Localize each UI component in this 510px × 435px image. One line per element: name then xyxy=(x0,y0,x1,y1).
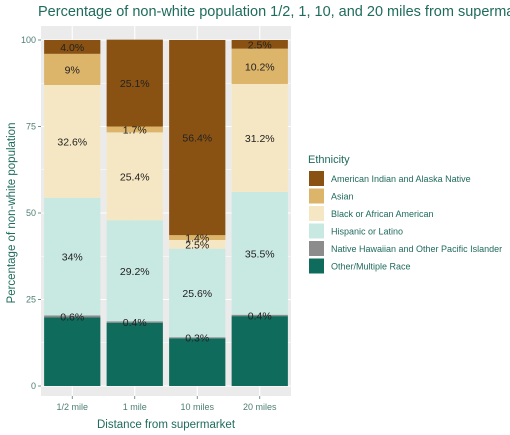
bar-segment xyxy=(169,248,226,338)
data-label: 0.4% xyxy=(123,317,147,329)
data-label: 25.4% xyxy=(120,171,150,183)
legend-label: Other/Multiple Race xyxy=(331,262,411,272)
bar-segment xyxy=(231,48,288,84)
y-tick-label: 100 xyxy=(21,35,36,45)
x-axis-title: Distance from supermarket xyxy=(97,419,236,431)
x-tick-label: 1/2 mile xyxy=(56,402,88,412)
bar-segment xyxy=(231,40,288,49)
bar-segment xyxy=(231,191,288,315)
data-label: 1.7% xyxy=(123,124,147,136)
bar-segment xyxy=(44,40,101,54)
y-tick-label: 25 xyxy=(26,295,36,305)
bar-segment xyxy=(231,314,288,317)
legend-label: Asian xyxy=(331,192,354,202)
data-labels: 0.6% 34% 32.6% 9% 4.0% 0.4% 29.2% 25.4% 1.7% 25.1… xyxy=(57,39,274,344)
legend-swatch xyxy=(309,241,324,256)
data-label: 29.2% xyxy=(120,266,150,278)
legend: Ethnicity American Indian and Alaska Nat… xyxy=(308,154,502,274)
y-tick-label: 50 xyxy=(26,208,36,218)
data-label: 32.6% xyxy=(57,136,87,148)
bar-stacks xyxy=(44,39,288,386)
legend-swatch xyxy=(309,188,324,204)
y-tick-label: 75 xyxy=(26,122,36,132)
legend-swatch xyxy=(309,206,324,221)
legend-swatch xyxy=(309,223,324,239)
data-label: 0.3% xyxy=(185,333,209,345)
bar-segment xyxy=(231,316,288,386)
bar-segment xyxy=(231,83,288,192)
data-label: 0.4% xyxy=(248,310,272,322)
data-label: 2.5% xyxy=(248,39,272,51)
data-label: 10.2% xyxy=(245,61,275,73)
legend-label: Hispanic or Latino xyxy=(331,227,403,237)
bar-segment xyxy=(169,235,226,240)
x-tick-label: 1 mile xyxy=(123,402,147,412)
x-tick-label: 20 miles xyxy=(243,402,277,412)
bar-segment xyxy=(169,239,226,249)
legend-swatch xyxy=(309,171,324,186)
legend-label: Native Hawaiian and Other Pacific Island… xyxy=(331,244,502,254)
data-label: 56.4% xyxy=(182,133,212,145)
legend-label: American Indian and Alaska Native xyxy=(331,174,471,184)
x-tick-label: 10 miles xyxy=(180,402,214,412)
bar-segment xyxy=(106,132,163,221)
y-axis-title: Percentage of non-white population xyxy=(6,123,18,304)
bar-segment xyxy=(106,321,163,323)
bar-segment xyxy=(106,39,163,127)
data-label: 9% xyxy=(65,64,80,76)
y-tick-label: 0 xyxy=(31,381,36,391)
data-label: 34% xyxy=(62,252,83,264)
legend-title: Ethnicity xyxy=(308,154,350,166)
bar-segment xyxy=(106,322,163,386)
axes: 0 25 50 75 100 1/2 mile 1 mile 10 miles 20 miles xyxy=(21,35,277,412)
data-label: 2.5% xyxy=(185,239,209,251)
bar-segment xyxy=(44,197,101,316)
legend-label: Black or African American xyxy=(331,209,434,219)
bar-segment xyxy=(44,315,101,318)
data-label: 25.1% xyxy=(120,78,150,90)
bar-segment xyxy=(106,126,163,133)
data-label: 35.5% xyxy=(245,248,275,260)
bar-segment xyxy=(169,337,226,339)
bar-segment xyxy=(106,220,163,322)
data-label: 1.4% xyxy=(185,233,209,245)
bar-segment xyxy=(44,84,101,198)
bar-segment xyxy=(44,53,101,85)
data-label: 0.6% xyxy=(60,311,84,323)
bar-segment xyxy=(169,40,226,236)
data-label: 31.2% xyxy=(245,133,275,145)
chart-title: Percentage of non-white population 1/2, … xyxy=(38,4,510,20)
data-label: 25.6% xyxy=(182,288,212,300)
data-label: 4.0% xyxy=(60,42,84,54)
legend-swatch xyxy=(309,258,324,274)
bar-segment xyxy=(169,338,226,386)
bar-segment xyxy=(44,317,101,386)
